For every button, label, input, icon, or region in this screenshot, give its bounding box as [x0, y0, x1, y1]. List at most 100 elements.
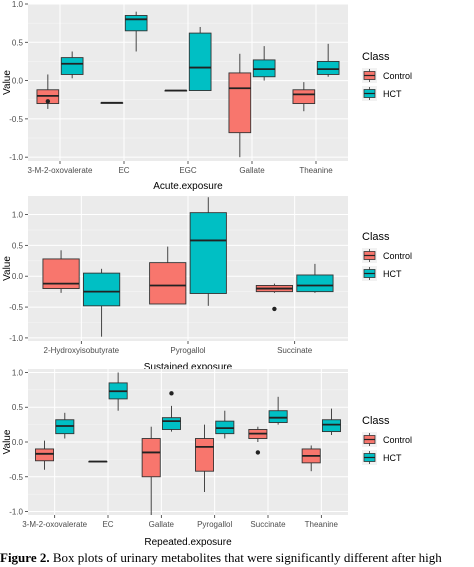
- box-hct-5: [268, 396, 288, 425]
- legend-title: Class: [362, 415, 390, 427]
- box-control-4: [228, 53, 252, 158]
- x-tick-label: Gallate: [149, 520, 175, 529]
- box-hct-2: [124, 11, 148, 52]
- box-control-1: [42, 250, 80, 293]
- box-body: [141, 438, 161, 478]
- box-hct-3: [161, 391, 181, 432]
- x-axis-title: Acute.exposure: [153, 181, 223, 192]
- y-tick-label: -0.5: [9, 115, 23, 124]
- box-hct-1: [60, 51, 84, 79]
- caption-text: Box plots of urinary metabolites that we…: [49, 550, 442, 565]
- box-body: [296, 274, 334, 293]
- box-body: [60, 57, 84, 75]
- figure-caption: Figure 2. Box plots of urinary metabolit…: [0, 549, 474, 567]
- box-control-2: [100, 101, 124, 104]
- x-axis-title: Repeated.exposure: [144, 537, 232, 548]
- box-hct-2: [108, 372, 128, 411]
- box-control-2: [149, 246, 187, 305]
- y-axis-title: Value: [2, 429, 13, 454]
- box-body: [188, 32, 212, 91]
- box-outlier: [272, 306, 277, 312]
- legend-key-control: [362, 68, 377, 83]
- legend-key-hct: [362, 266, 377, 281]
- legend: Class Control HCT: [362, 231, 412, 281]
- box-control-3: [141, 426, 161, 515]
- x-tick-label: 3-M-2-oxovalerate: [28, 166, 93, 175]
- box-hct-3: [296, 263, 334, 293]
- y-tick-label: 1.0: [12, 368, 24, 377]
- x-tick-label: Pyrogallol: [197, 520, 232, 529]
- y-tick-label: -1.0: [9, 334, 23, 343]
- legend-title: Class: [362, 51, 390, 63]
- x-tick-label: EC: [118, 166, 129, 175]
- box-body: [195, 438, 215, 472]
- y-tick-label: 1.0: [12, 0, 24, 9]
- box-body: [124, 15, 148, 32]
- box-hct-1: [55, 412, 75, 439]
- x-tick-label: Theanine: [305, 520, 339, 529]
- legend: Class Control HCT: [362, 51, 412, 101]
- x-tick-label: EGC: [179, 166, 197, 175]
- box-outlier: [45, 99, 51, 104]
- chart-panel-3: -1.0 -0.5 0.0 0.5 1.0 3-M-2-oxovalerate EC Gall…: [2, 368, 412, 548]
- y-tick-label: -0.5: [9, 473, 23, 482]
- legend-label-hct: HCT: [383, 89, 402, 99]
- x-tick-label: Theanine: [299, 166, 333, 175]
- box-body: [321, 419, 341, 433]
- box-hct-2: [189, 197, 227, 306]
- box-control-3: [164, 89, 188, 92]
- box-control-4: [195, 424, 215, 493]
- box-body: [83, 272, 121, 307]
- box-control-2: [88, 460, 108, 463]
- legend-key-hct: [362, 86, 377, 101]
- box-body: [149, 262, 187, 305]
- box-hct-1: [83, 268, 121, 337]
- box-body: [268, 410, 288, 423]
- legend: Class Control HCT: [362, 415, 412, 465]
- y-axis-title: Value: [2, 256, 13, 281]
- box-hct-6: [321, 408, 341, 436]
- box-control-5: [248, 426, 268, 455]
- y-axis-title: Value: [2, 70, 13, 95]
- box-control-3: [255, 283, 293, 312]
- legend-label-control: Control: [383, 435, 412, 445]
- y-tick-label: 1.0: [12, 211, 24, 220]
- box-body: [292, 89, 316, 105]
- y-tick-label: 0.5: [12, 403, 24, 412]
- box-body: [189, 212, 227, 294]
- x-tick-label: Gallate: [239, 166, 265, 175]
- y-tick-label: 0.5: [12, 241, 24, 250]
- y-tick-label: 0.0: [12, 77, 24, 86]
- legend-key-hct: [362, 450, 377, 465]
- box-hct-5: [316, 43, 340, 77]
- x-tick-label: Succinate: [250, 520, 286, 529]
- legend-label-control: Control: [383, 251, 412, 261]
- y-tick-label: 0.0: [12, 438, 24, 447]
- y-tick-label: -0.5: [9, 303, 23, 312]
- legend-key-control: [362, 432, 377, 447]
- y-tick-label: 0.5: [12, 38, 24, 47]
- x-tick-label: 3-M-2-oxovalerate: [22, 520, 87, 529]
- legend-label-hct: HCT: [383, 453, 402, 463]
- box-hct-4: [252, 46, 276, 81]
- box-control-6: [301, 445, 321, 472]
- box-hct-4: [215, 410, 235, 439]
- x-tick-label: 2-Hydroxyisobutyrate: [44, 346, 120, 355]
- chart-panel-1: -1.0 -0.5 0.0 0.5 1.0 3-M-2-oxovalerate EC EGC G…: [2, 0, 412, 192]
- box-body: [161, 417, 181, 430]
- x-tick-label: Pyrogallol: [170, 346, 205, 355]
- legend-title: Class: [362, 231, 390, 243]
- caption-label: Figure 2.: [0, 550, 50, 565]
- box-hct-3: [188, 26, 212, 91]
- box-outlier: [255, 450, 261, 455]
- x-tick-label: Succinate: [277, 346, 313, 355]
- box-control-5: [292, 82, 316, 112]
- box-body: [316, 60, 340, 75]
- box-control-1: [36, 74, 60, 109]
- y-tick-label: -1.0: [9, 153, 23, 162]
- y-tick-label: 0.0: [12, 272, 24, 281]
- box-outlier: [169, 391, 174, 396]
- legend-label-hct: HCT: [383, 269, 402, 279]
- x-axis-title: Sustained.exposure: [144, 362, 233, 373]
